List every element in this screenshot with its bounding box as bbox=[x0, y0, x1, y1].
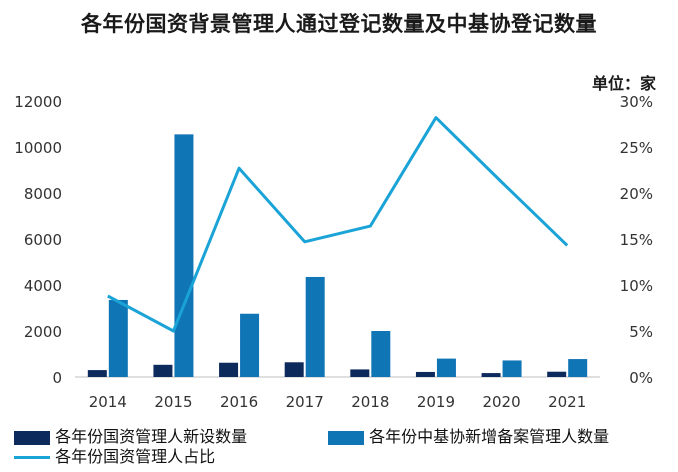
left-axis-ticks: 0 2000 4000 6000 8000 10000 12000 bbox=[14, 93, 62, 387]
bars bbox=[87, 134, 588, 377]
bar-amac-registered bbox=[568, 359, 588, 377]
x-tick-label: 2016 bbox=[220, 393, 258, 411]
right-tick-label: 30% bbox=[620, 93, 653, 111]
legend-label: 各年份国资管理人占比 bbox=[55, 447, 216, 466]
bar-amac-registered bbox=[371, 331, 391, 377]
legend-swatch-blue bbox=[328, 430, 364, 445]
bar-amac-registered bbox=[305, 276, 325, 377]
left-tick-label: 4000 bbox=[24, 277, 62, 295]
x-tick-label: 2021 bbox=[548, 393, 586, 411]
bar-amac-registered bbox=[174, 134, 194, 377]
x-tick-label: 2014 bbox=[89, 393, 127, 411]
x-axis-ticks: 2014 2015 2016 2017 2018 2019 2020 2021 bbox=[89, 393, 587, 411]
right-tick-label: 0% bbox=[629, 369, 653, 387]
legend-item-ratio: 各年份国资管理人占比 bbox=[14, 443, 215, 467]
legend-item-new-state-managers: 各年份国资管理人新设数量 bbox=[14, 423, 247, 447]
legend-label: 各年份中基协新增备案管理人数量 bbox=[369, 427, 610, 446]
chart-title: 各年份国资背景管理人通过登记数量及中基协登记数量 bbox=[81, 12, 597, 36]
bar-amac-registered bbox=[502, 360, 522, 377]
legend-item-amac-registered: 各年份中基协新增备案管理人数量 bbox=[328, 423, 609, 447]
x-tick-label: 2020 bbox=[482, 393, 520, 411]
right-axis-ticks: 0% 5% 10% 15% 20% 25% 30% bbox=[620, 93, 653, 387]
bar-new-state-managers bbox=[219, 362, 239, 377]
right-tick-label: 5% bbox=[629, 323, 653, 341]
left-tick-label: 0 bbox=[52, 369, 62, 387]
bar-new-state-managers bbox=[547, 371, 567, 377]
bar-new-state-managers bbox=[284, 362, 304, 377]
unit-label: 单位：家 bbox=[591, 74, 656, 93]
right-tick-label: 15% bbox=[620, 231, 653, 249]
right-tick-label: 10% bbox=[620, 277, 653, 295]
left-tick-label: 8000 bbox=[24, 185, 62, 203]
right-tick-label: 25% bbox=[620, 139, 653, 157]
bar-amac-registered bbox=[436, 358, 456, 377]
bar-new-state-managers bbox=[87, 370, 107, 377]
bar-new-state-managers bbox=[415, 371, 435, 377]
bar-new-state-managers bbox=[350, 369, 370, 377]
x-tick-label: 2019 bbox=[417, 393, 455, 411]
bar-amac-registered bbox=[240, 313, 260, 377]
right-tick-label: 20% bbox=[620, 185, 653, 203]
left-tick-label: 2000 bbox=[24, 323, 62, 341]
legend-swatch-dark bbox=[14, 430, 50, 445]
x-tick-label: 2017 bbox=[286, 393, 324, 411]
legend-swatch-line bbox=[14, 456, 50, 459]
x-tick-label: 2018 bbox=[351, 393, 389, 411]
bar-new-state-managers bbox=[481, 373, 501, 377]
x-tick-label: 2015 bbox=[154, 393, 192, 411]
bar-new-state-managers bbox=[153, 364, 173, 377]
left-tick-label: 12000 bbox=[14, 93, 62, 111]
ratio-line bbox=[107, 116, 569, 333]
left-tick-label: 6000 bbox=[24, 231, 62, 249]
left-tick-label: 10000 bbox=[14, 139, 62, 157]
bar-amac-registered bbox=[108, 299, 128, 377]
legend-label: 各年份国资管理人新设数量 bbox=[55, 427, 248, 446]
